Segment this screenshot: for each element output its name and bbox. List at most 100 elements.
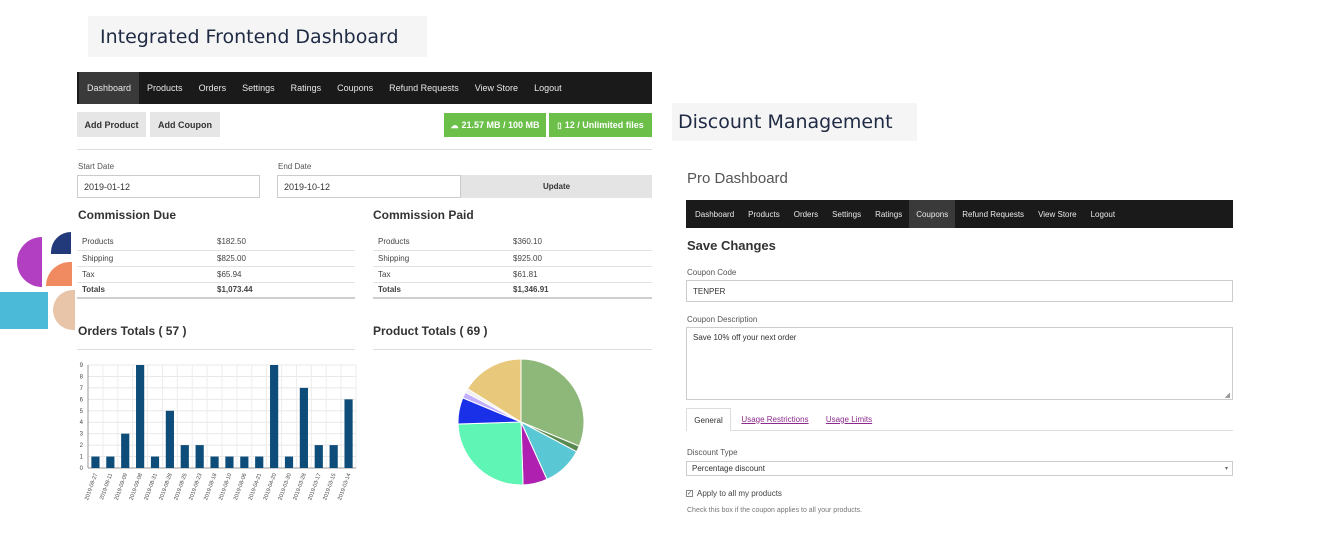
bar[interactable] <box>136 365 145 468</box>
row-value: $61.81 <box>508 266 652 283</box>
nav-ratings[interactable]: Ratings <box>290 83 322 93</box>
products-divider <box>373 349 652 350</box>
nav-dashboard[interactable]: Dashboard <box>79 72 140 104</box>
nav-settings[interactable]: Settings <box>832 209 862 219</box>
discount-type-select[interactable]: Percentage discount ▾ <box>686 461 1233 476</box>
products-pie-chart <box>457 358 585 486</box>
file-icon: ▯ <box>557 120 562 130</box>
coupon-description-textarea[interactable]: Save 10% off your next order ◢ <box>686 327 1233 400</box>
nav-coupons[interactable]: Coupons <box>909 200 956 228</box>
deco-blue-rect <box>0 292 48 329</box>
files-count-button[interactable]: ▯ 12 / Unlimited files <box>549 113 652 137</box>
divider <box>77 149 652 150</box>
row-label: Shipping <box>373 250 508 267</box>
pie-slice[interactable] <box>457 421 524 486</box>
add-product-button[interactable]: Add Product <box>77 112 146 137</box>
end-date-input[interactable]: 2019-10-12 <box>277 175 461 198</box>
add-coupon-button[interactable]: Add Coupon <box>150 112 220 137</box>
bar[interactable] <box>121 433 130 468</box>
row-value: $825.00 <box>212 250 355 267</box>
bar[interactable] <box>299 387 308 468</box>
dashboard-heading-text: Integrated Frontend Dashboard <box>100 25 399 48</box>
y-tick-label: 8 <box>80 374 84 380</box>
bar[interactable] <box>240 456 249 468</box>
pro-navbar: Dashboard Products Orders Settings Ratin… <box>686 200 1233 228</box>
x-tick-label: 2019-08-25 <box>173 473 188 501</box>
bar[interactable] <box>255 456 264 468</box>
bar[interactable] <box>329 445 338 468</box>
nav-settings[interactable]: Settings <box>242 83 275 93</box>
y-tick-label: 4 <box>80 420 84 426</box>
update-button[interactable]: Update <box>461 175 652 198</box>
table-row: Products $182.50 <box>77 234 355 251</box>
start-date-label: Start Date <box>78 162 115 171</box>
commission-paid-table: Products $360.10 Shipping $925.00 Tax $61.8… <box>373 234 652 299</box>
nav-orders[interactable]: Orders <box>793 209 819 219</box>
bar[interactable] <box>165 410 174 468</box>
bar[interactable] <box>106 456 115 468</box>
nav-view-store[interactable]: View Store <box>1038 209 1077 219</box>
table-row: Shipping $925.00 <box>373 250 652 267</box>
x-tick-label: 2019-09-11 <box>99 473 114 501</box>
table-row: Totals $1,346.91 <box>373 282 652 299</box>
x-tick-label: 2019-04-20 <box>263 473 278 501</box>
apply-all-row: ✓ Apply to all my products <box>686 489 782 498</box>
storage-usage-button[interactable]: ☁ 21.57 MB / 100 MB <box>444 113 546 137</box>
nav-products[interactable]: Products <box>147 83 183 93</box>
nav-logout[interactable]: Logout <box>534 83 562 93</box>
row-value: $182.50 <box>212 234 355 251</box>
start-date-input[interactable]: 2019-01-12 <box>77 175 260 198</box>
nav-orders[interactable]: Orders <box>198 83 227 93</box>
nav-ratings[interactable]: Ratings <box>875 209 903 219</box>
tab-usage-restrictions[interactable]: Usage Restrictions <box>741 414 809 424</box>
nav-logout[interactable]: Logout <box>1090 209 1116 219</box>
tab-usage-limits[interactable]: Usage Limits <box>825 414 873 424</box>
commission-due-title: Commission Due <box>78 208 177 222</box>
bar[interactable] <box>210 456 219 468</box>
y-tick-label: 6 <box>80 397 84 403</box>
x-tick-label: 2019-09-27 <box>84 473 99 501</box>
pie-slice[interactable] <box>466 358 522 423</box>
discount-heading: Discount Management <box>672 103 917 141</box>
table-row: Products $360.10 <box>373 234 652 251</box>
nav-dashboard[interactable]: Dashboard <box>695 209 735 219</box>
y-tick-label: 2 <box>80 443 84 449</box>
x-tick-label: 2019-03-17 <box>307 473 322 501</box>
resize-handle-icon[interactable]: ◢ <box>1224 392 1230 399</box>
row-value: $1,073.44 <box>212 282 355 299</box>
x-tick-label: 2019-03-14 <box>337 473 352 501</box>
tabs-divider <box>686 430 1233 431</box>
table-row: Totals $1,073.44 <box>77 282 355 299</box>
tab-general[interactable]: General <box>686 408 731 431</box>
y-tick-label: 1 <box>80 455 84 461</box>
dashboard-heading: Integrated Frontend Dashboard <box>88 16 427 57</box>
apply-all-checkbox[interactable]: ✓ <box>686 490 693 497</box>
x-tick-label: 2019-08-31 <box>144 473 159 501</box>
x-tick-label: 2019-03-15 <box>322 473 337 501</box>
bar[interactable] <box>225 456 234 468</box>
discount-type-label: Discount Type <box>687 448 738 457</box>
coupon-description-label: Coupon Description <box>687 315 758 324</box>
bar[interactable] <box>270 365 279 468</box>
orders-bar-chart: 0 1 2 3 4 5 6 7 8 9 2019-09-27 2019-09-11 2019-09-09… <box>80 363 357 501</box>
bar[interactable] <box>150 456 160 468</box>
nav-refund-requests[interactable]: Refund Requests <box>962 209 1025 219</box>
bar[interactable] <box>344 399 353 468</box>
pie-slice[interactable] <box>520 358 585 447</box>
bar[interactable] <box>284 456 294 468</box>
coupon-code-input[interactable]: TENPER <box>686 280 1233 302</box>
bar[interactable] <box>195 445 204 468</box>
nav-refund-requests[interactable]: Refund Requests <box>389 83 459 93</box>
nav-products[interactable]: Products <box>748 209 780 219</box>
row-label: Tax <box>77 266 212 283</box>
bar[interactable] <box>314 445 323 468</box>
nav-coupons[interactable]: Coupons <box>337 83 374 93</box>
nav-view-store[interactable]: View Store <box>474 83 519 93</box>
orders-divider <box>77 349 355 350</box>
bar[interactable] <box>180 445 189 468</box>
bar[interactable] <box>91 456 100 468</box>
row-value: $1,346.91 <box>508 282 652 299</box>
pro-dashboard-title: Pro Dashboard <box>687 170 788 187</box>
x-tick-label: 2019-09-08 <box>129 473 144 501</box>
x-tick-label: 2019-04-21 <box>248 473 263 501</box>
